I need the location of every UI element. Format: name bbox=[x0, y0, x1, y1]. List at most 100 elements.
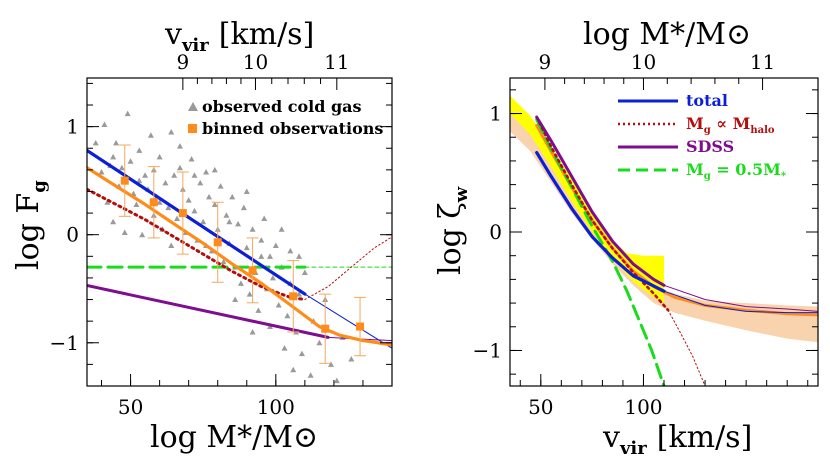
series-line-sdss bbox=[535, 115, 666, 287]
series-line-m-g-m-halo bbox=[87, 187, 307, 301]
scatter-point bbox=[290, 366, 297, 373]
scatter-point bbox=[171, 172, 178, 178]
scatter-point bbox=[142, 172, 149, 178]
binned-point bbox=[248, 266, 257, 275]
binned-point bbox=[120, 176, 129, 185]
scatter-point bbox=[287, 247, 294, 254]
scatter-point bbox=[272, 242, 279, 249]
model-lines bbox=[87, 148, 392, 349]
scatter-point bbox=[139, 231, 146, 238]
scatter-point bbox=[226, 218, 233, 225]
legend-triangle-marker bbox=[188, 102, 198, 111]
left-plot-frame bbox=[86, 77, 393, 387]
left-xlabel: log M*/M⊙ bbox=[150, 420, 318, 455]
scatter-point bbox=[278, 226, 285, 232]
scatter-point bbox=[191, 172, 198, 178]
legend-label-sdss: SDSS bbox=[686, 137, 734, 156]
scatter-point bbox=[217, 183, 224, 189]
left-top-label: vvir [km/s] bbox=[164, 17, 314, 56]
series-line-total bbox=[87, 148, 307, 296]
scatter-point bbox=[249, 328, 256, 335]
x-tick-label: 100 bbox=[257, 395, 295, 419]
series-line-extension bbox=[304, 293, 392, 349]
binned-point bbox=[178, 209, 187, 218]
binned-point bbox=[289, 292, 298, 301]
scatter-point bbox=[92, 139, 99, 146]
yellow-region bbox=[510, 95, 664, 304]
scatter-point bbox=[200, 218, 207, 225]
legend-label-mhalo: Mg ∝ Mhalo bbox=[686, 114, 775, 136]
scatter-point bbox=[281, 345, 288, 351]
top-tick-label: 9 bbox=[176, 50, 189, 74]
model-lines bbox=[535, 115, 818, 386]
y-tick-label: 1 bbox=[66, 115, 79, 139]
binned-point bbox=[356, 322, 365, 331]
series-line-extension bbox=[667, 309, 706, 386]
scatter-point bbox=[113, 139, 120, 146]
x-tick-label: 50 bbox=[528, 395, 553, 419]
y-tick-label: 0 bbox=[66, 223, 79, 247]
scatter-point bbox=[101, 121, 108, 127]
scatter-point bbox=[124, 110, 131, 117]
scatter-point bbox=[162, 179, 169, 186]
scatter-point bbox=[147, 132, 154, 138]
scatter-point bbox=[118, 164, 125, 171]
scatter-point bbox=[243, 244, 250, 251]
scatter-point bbox=[211, 201, 218, 207]
scatter-points bbox=[92, 110, 355, 384]
scatter-point bbox=[307, 372, 314, 378]
scatter-point bbox=[258, 253, 265, 259]
scatter-point bbox=[188, 156, 195, 162]
series-line-m-g-0-5m- bbox=[535, 118, 666, 386]
scatter-point bbox=[235, 220, 242, 227]
scatter-point bbox=[176, 164, 183, 171]
y-tick-label: 1 bbox=[489, 102, 502, 126]
scatter-point bbox=[258, 237, 265, 243]
series-line-extension bbox=[663, 290, 818, 314]
x-tick-label: 50 bbox=[118, 395, 143, 419]
scatter-point bbox=[127, 158, 134, 164]
scatter-point bbox=[211, 166, 218, 173]
scatter-point bbox=[168, 129, 175, 135]
scatter-point bbox=[246, 291, 253, 297]
top-tick-label: 10 bbox=[243, 50, 268, 74]
series-line-total bbox=[535, 151, 666, 293]
scatter-point bbox=[296, 291, 303, 297]
binned-point bbox=[321, 324, 330, 333]
series-line-sdss bbox=[87, 284, 330, 339]
legend-label-half: Mg = 0.5M* bbox=[686, 160, 787, 182]
top-tick-label: 9 bbox=[539, 50, 552, 74]
scatter-point bbox=[316, 339, 323, 346]
scatter-point bbox=[296, 253, 303, 259]
series-line-extension bbox=[663, 284, 818, 312]
legend-label-total: total bbox=[686, 91, 728, 110]
scatter-point bbox=[237, 280, 244, 286]
legend-square-marker bbox=[188, 124, 197, 133]
scatter-point bbox=[110, 153, 117, 160]
scatter-point bbox=[98, 169, 105, 175]
series-line-fit bbox=[87, 166, 392, 347]
scatter-point bbox=[136, 147, 143, 153]
scatter-point bbox=[328, 361, 334, 367]
scatter-point bbox=[197, 179, 204, 186]
left-ylabel: log Fg bbox=[11, 180, 50, 270]
y-tick-label: −1 bbox=[50, 331, 79, 355]
scatter-point bbox=[156, 153, 163, 160]
top-tick-label: 10 bbox=[631, 50, 656, 74]
scatter-point bbox=[333, 377, 340, 384]
scatter-point bbox=[165, 204, 172, 211]
scatter-point bbox=[249, 226, 256, 232]
scatter-point bbox=[185, 197, 192, 203]
scatter-point bbox=[267, 253, 273, 259]
scatter-point bbox=[104, 199, 111, 205]
scatter-point bbox=[133, 201, 140, 207]
scatter-point bbox=[156, 199, 163, 205]
scatter-point bbox=[229, 193, 236, 200]
scatter-point bbox=[136, 177, 143, 184]
top-tick-label: 11 bbox=[324, 50, 349, 74]
y-tick-label: −1 bbox=[473, 338, 502, 362]
